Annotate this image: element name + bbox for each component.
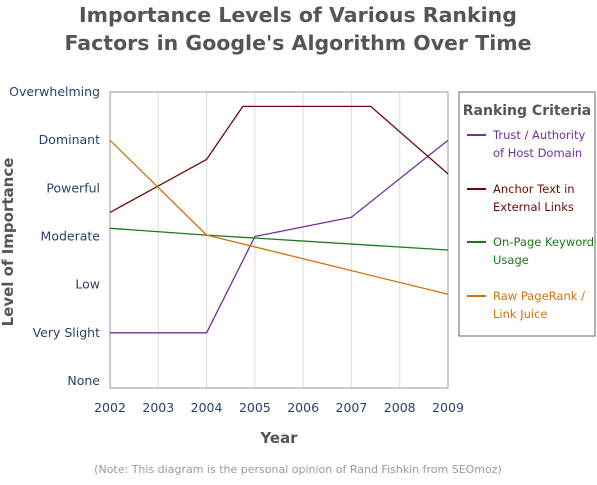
legend-title: Ranking Criteria <box>463 103 591 119</box>
x-axis-ticks: 2002 2003 2004 2005 2006 2007 2008 2009 <box>94 400 464 415</box>
x-tick-label: 2006 <box>287 400 319 415</box>
legend-label-0: Trust / Authority <box>492 128 585 142</box>
legend-label-3: Link Juice <box>493 307 547 321</box>
legend: Ranking Criteria Trust / Authority of Hos… <box>458 91 596 337</box>
legend-label-2: On-Page Keyword <box>493 235 594 249</box>
x-tick-label: 2002 <box>94 400 126 415</box>
y-tick-label: Low <box>75 277 100 292</box>
y-tick-label: Powerful <box>46 180 100 195</box>
y-tick-label: Moderate <box>41 229 101 244</box>
x-tick-label: 2008 <box>384 400 416 415</box>
series-line-0 <box>110 139 449 334</box>
x-tick-label: 2004 <box>191 400 223 415</box>
y-tick-label: Very Slight <box>33 325 101 340</box>
gridlines <box>157 92 401 388</box>
legend-label-1: External Links <box>493 200 574 214</box>
y-axis-label: Level of Importance <box>0 158 17 327</box>
x-tick-label: 2003 <box>142 400 174 415</box>
x-tick-label: 2005 <box>239 400 271 415</box>
legend-label-1: Anchor Text in <box>493 182 575 196</box>
x-axis-label: Year <box>259 429 298 447</box>
y-tick-label: None <box>67 373 100 388</box>
legend-label-2: Usage <box>493 253 529 267</box>
series-lines <box>109 105 449 334</box>
legend-items: Trust / Authority of Host Domain Anchor Te… <box>467 128 594 321</box>
legend-label-0: of Host Domain <box>493 146 582 160</box>
chart-title-line-1: Importance Levels of Various Ranking <box>79 3 517 27</box>
y-tick-label: Overwhelming <box>9 84 100 99</box>
plot-area-border <box>109 91 449 389</box>
y-tick-label: Dominant <box>39 132 100 147</box>
x-tick-label: 2009 <box>432 400 464 415</box>
chart-note: (Note: This diagram is the personal opin… <box>94 463 502 476</box>
series-line-3 <box>109 139 449 295</box>
series-line-1 <box>109 105 449 213</box>
x-tick-label: 2007 <box>336 400 368 415</box>
y-axis-ticks: None Very Slight Low Moderate Powerful Domina… <box>9 84 100 388</box>
chart-title-line-2: Factors in Google's Algorithm Over Time <box>65 31 532 55</box>
legend-label-3: Raw PageRank / <box>493 289 585 303</box>
